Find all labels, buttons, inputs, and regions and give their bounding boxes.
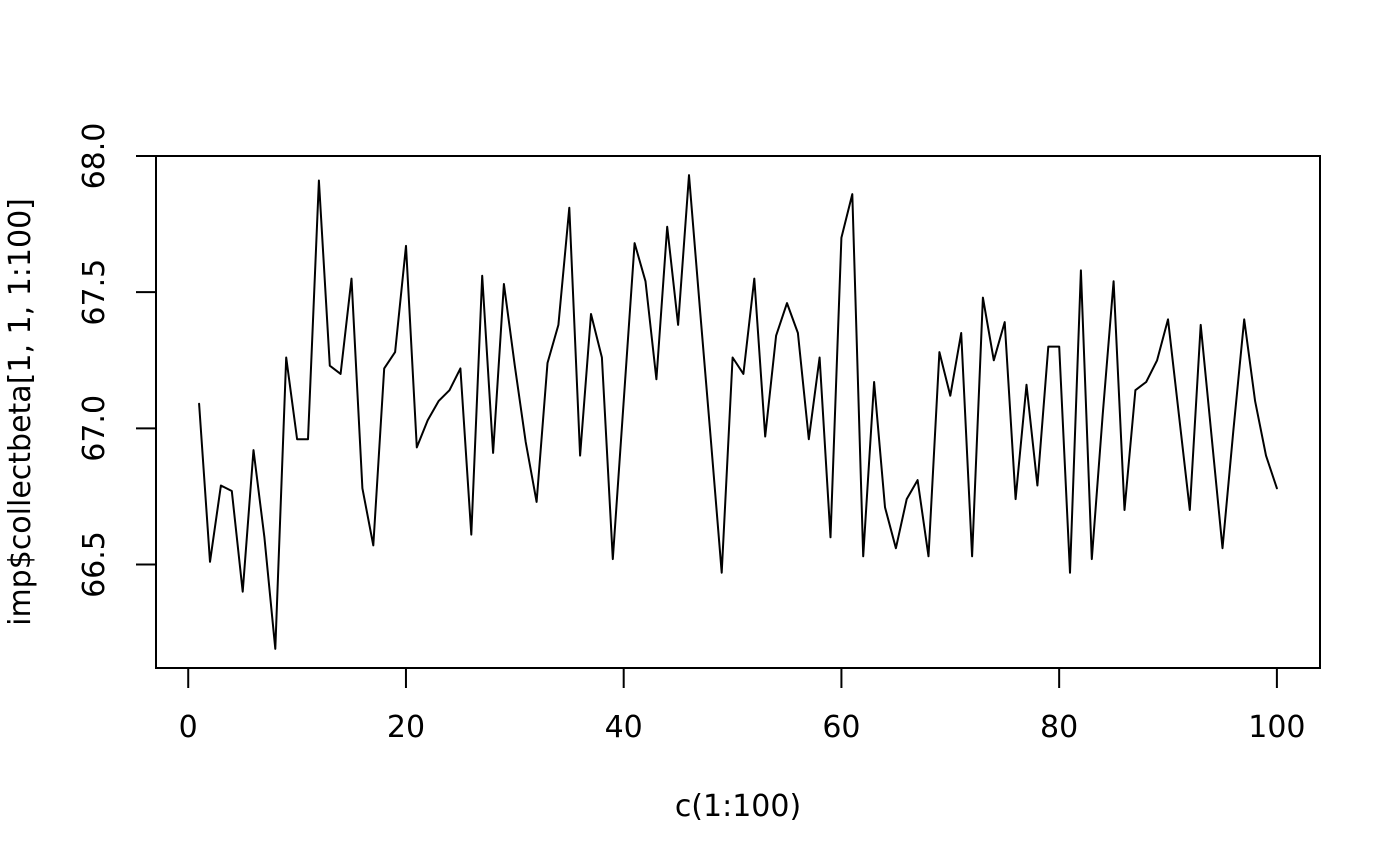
- y-tick-label: 67.5: [77, 259, 112, 326]
- x-tick-label: 80: [1040, 710, 1078, 745]
- x-tick-label: 20: [387, 710, 425, 745]
- x-axis-title: c(1:100): [675, 789, 801, 824]
- x-tick-label: 60: [822, 710, 860, 745]
- x-axis: 0 20 40 60 80 100: [179, 668, 1306, 745]
- x-tick-label: 40: [605, 710, 643, 745]
- trace-line: [198, 174, 1278, 650]
- x-tick-label: 0: [179, 710, 198, 745]
- plot-border-box: [155, 155, 1321, 669]
- y-axis: 66.5 67.0 67.5 68.0: [77, 123, 156, 598]
- y-tick-label: 68.0: [77, 123, 112, 190]
- y-tick-label: 67.0: [77, 395, 112, 462]
- y-tick-label: 66.5: [77, 531, 112, 598]
- x-tick-label: 100: [1248, 710, 1305, 745]
- y-axis-title: imp$collectbeta[1, 1, 1:100]: [3, 198, 38, 626]
